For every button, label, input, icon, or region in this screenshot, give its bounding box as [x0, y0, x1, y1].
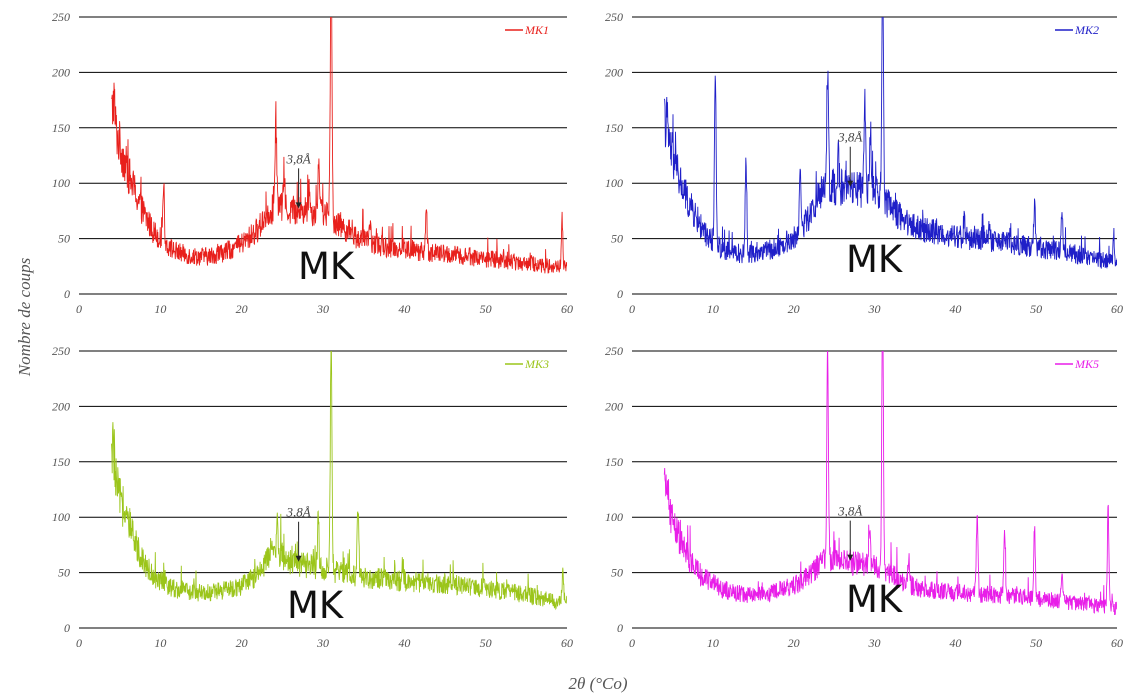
overlay-label: MK [846, 578, 904, 621]
x-tick-label: 30 [316, 302, 329, 316]
x-tick-label: 50 [480, 302, 492, 316]
y-tick-label: 100 [605, 176, 623, 190]
x-tick-label: 40 [398, 302, 410, 316]
y-tick-label: 50 [611, 232, 623, 246]
x-tick-label: 10 [707, 302, 719, 316]
y-tick-label: 0 [64, 621, 70, 635]
annotation-arrowhead [295, 202, 302, 209]
chart-panel-4: 0 50 100 150 200 250 0 10 20 30 40 50 60 MK5 3,8Å MK [605, 344, 1123, 650]
y-tick-label: 100 [52, 176, 70, 190]
x-tick-label: 40 [949, 302, 961, 316]
x-tick-label: 50 [1030, 636, 1042, 650]
series-line-MK1 [111, 17, 567, 274]
y-tick-label: 200 [605, 399, 623, 413]
y-tick-label: 100 [605, 510, 623, 524]
y-tick-label: 150 [605, 455, 623, 469]
annotation-arrowhead [847, 180, 854, 187]
chart-panel-2: 0 50 100 150 200 250 0 10 20 30 40 50 60 MK2 3,8Å MK [605, 10, 1123, 316]
y-tick-label: 150 [52, 121, 70, 135]
x-tick-label: 0 [76, 302, 82, 316]
annotation-arrowhead [295, 555, 302, 562]
y-tick-label: 0 [64, 287, 70, 301]
y-tick-label: 50 [58, 232, 70, 246]
y-tick-label: 0 [617, 287, 623, 301]
chart-panel-3: 0 50 100 150 200 250 0 10 20 30 40 50 60 MK3 3,8Å MK [52, 344, 573, 650]
x-tick-label: 30 [868, 302, 881, 316]
x-tick-label: 50 [480, 636, 492, 650]
y-tick-label: 50 [58, 566, 70, 580]
x-tick-label: 20 [788, 636, 800, 650]
annotation-arrowhead [847, 554, 854, 561]
x-tick-label: 40 [398, 636, 410, 650]
x-tick-label: 60 [1111, 302, 1123, 316]
series-line-MK2 [663, 17, 1117, 269]
y-tick-label: 0 [617, 621, 623, 635]
y-tick-label: 250 [52, 10, 70, 24]
x-tick-label: 0 [629, 302, 635, 316]
legend-label: MK3 [524, 357, 549, 371]
x-tick-label: 10 [154, 636, 166, 650]
x-tick-label: 10 [707, 636, 719, 650]
chart-panel-1: 0 50 100 150 200 250 0 10 20 30 40 50 60 MK1 3,8Å MK [52, 10, 573, 316]
y-tick-label: 50 [611, 566, 623, 580]
overlay-label: MK [287, 584, 345, 627]
y-tick-label: 150 [605, 121, 623, 135]
annotation-label: 3,8Å [285, 151, 310, 166]
x-tick-label: 30 [868, 636, 881, 650]
y-tick-label: 250 [52, 344, 70, 358]
x-tick-label: 20 [236, 302, 248, 316]
x-tick-label: 0 [76, 636, 82, 650]
legend-label: MK5 [1074, 357, 1099, 371]
x-axis-title: 2θ (°Co) [568, 674, 627, 693]
y-tick-label: 200 [52, 399, 70, 413]
x-tick-label: 60 [561, 302, 573, 316]
x-tick-label: 20 [236, 636, 248, 650]
x-tick-label: 60 [1111, 636, 1123, 650]
y-tick-label: 250 [605, 10, 623, 24]
x-tick-label: 20 [788, 302, 800, 316]
series-line-MK5 [663, 351, 1117, 616]
y-tick-label: 150 [52, 455, 70, 469]
x-tick-label: 30 [316, 636, 329, 650]
y-tick-label: 200 [605, 65, 623, 79]
y-tick-label: 250 [605, 344, 623, 358]
legend-label: MK1 [524, 23, 549, 37]
annotation-label: 3,8Å [285, 505, 310, 520]
x-tick-label: 60 [561, 636, 573, 650]
annotation-label: 3,8Å [837, 504, 862, 519]
y-tick-label: 100 [52, 510, 70, 524]
legend-label: MK2 [1074, 23, 1099, 37]
annotation-label: 3,8Å [837, 130, 862, 145]
x-tick-label: 50 [1030, 302, 1042, 316]
series-line-MK3 [111, 351, 567, 611]
overlay-label: MK [846, 238, 904, 281]
overlay-label: MK [298, 245, 356, 288]
x-tick-label: 0 [629, 636, 635, 650]
x-tick-label: 40 [949, 636, 961, 650]
x-tick-label: 10 [154, 302, 166, 316]
y-tick-label: 200 [52, 65, 70, 79]
y-axis-title: Nombre de coups [15, 257, 34, 377]
